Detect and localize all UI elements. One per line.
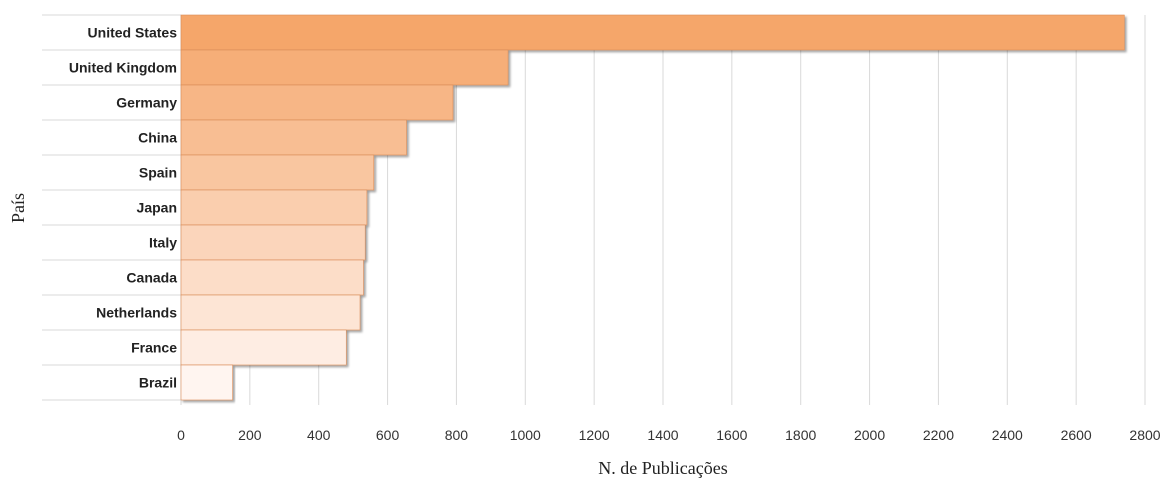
y-axis-title: País <box>8 193 28 223</box>
bar <box>180 189 368 226</box>
x-tick-label: 1400 <box>647 427 678 443</box>
bars <box>180 14 1125 401</box>
bar <box>180 49 509 86</box>
x-tick-label: 800 <box>445 427 469 443</box>
category-label: Japan <box>137 200 177 216</box>
x-tick-label: 1800 <box>785 427 816 443</box>
bar <box>180 259 364 296</box>
bar <box>180 294 361 331</box>
bar <box>180 224 366 261</box>
x-tick-label: 200 <box>238 427 262 443</box>
x-axis-title: N. de Publicações <box>598 458 727 478</box>
bar <box>180 364 233 401</box>
category-label: Brazil <box>139 375 177 391</box>
category-labels: United States United Kingdom Germany China S… <box>69 25 177 391</box>
x-tick-label: 0 <box>177 427 185 443</box>
bar <box>180 329 347 366</box>
category-label: Canada <box>126 270 177 286</box>
bar <box>180 14 1125 51</box>
category-label: United States <box>88 25 178 41</box>
category-label: Italy <box>149 235 177 251</box>
x-tick-label: 2600 <box>1061 427 1092 443</box>
x-tick-label: 1000 <box>510 427 541 443</box>
x-tick-label: 2200 <box>923 427 954 443</box>
category-label: United Kingdom <box>69 60 177 76</box>
grid-lines <box>42 14 1146 405</box>
x-tick-label: 2400 <box>992 427 1023 443</box>
x-tick-label: 1200 <box>579 427 610 443</box>
x-tick-label: 1600 <box>716 427 747 443</box>
category-label: China <box>138 130 177 146</box>
category-label: France <box>131 340 177 356</box>
x-tick-label: 2800 <box>1129 427 1160 443</box>
category-label: Spain <box>139 165 177 181</box>
category-label: Germany <box>116 95 177 111</box>
x-tick-label: 2000 <box>854 427 885 443</box>
x-tick-labels: 0 200 400 600 800 1000 1200 1400 1600 1800 2000 220… <box>177 427 1161 443</box>
bar <box>180 154 375 191</box>
bar <box>180 84 454 121</box>
category-label: Netherlands <box>96 305 177 321</box>
x-tick-label: 600 <box>376 427 400 443</box>
bar <box>180 119 407 156</box>
x-tick-label: 400 <box>307 427 331 443</box>
